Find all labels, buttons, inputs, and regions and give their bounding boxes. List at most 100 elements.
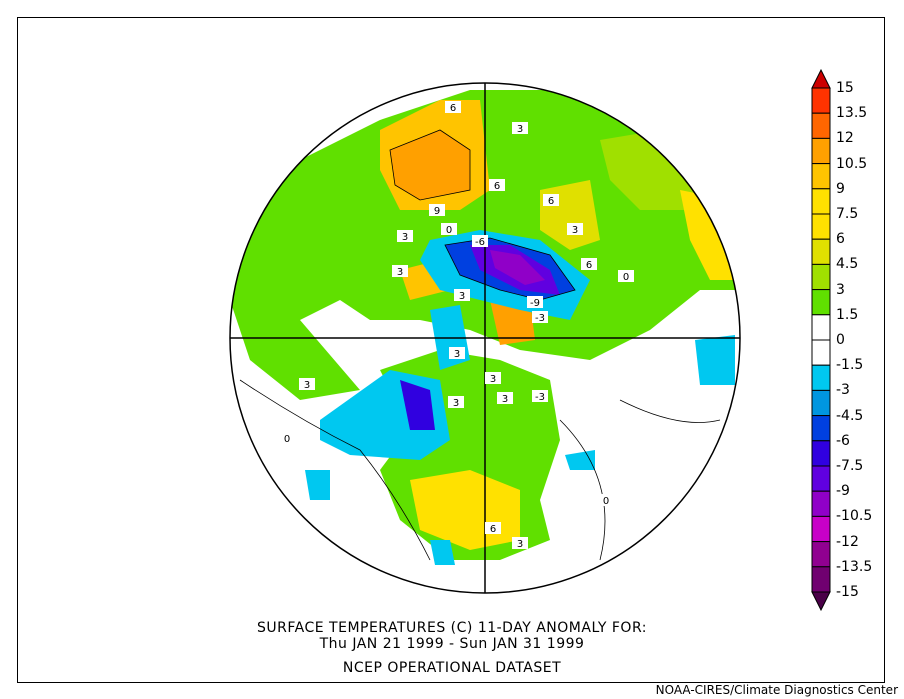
contour-label-bg <box>512 537 528 549</box>
contour-label-bg <box>429 204 445 216</box>
colorbar-label: 15 <box>836 80 854 96</box>
contour-label: 3 <box>304 380 310 391</box>
contour-label: 0 <box>603 496 609 507</box>
contour-label-bg <box>581 258 597 270</box>
colorbar-swatch <box>811 440 831 467</box>
colorbar-label: -13.5 <box>836 558 873 575</box>
contour-label: 6 <box>494 181 500 192</box>
contour-label-bg <box>449 347 465 359</box>
contour-label-bg <box>279 432 295 444</box>
contour-label-bg <box>299 378 315 390</box>
colorbar-swatch <box>811 87 831 114</box>
contour-label-bg <box>472 235 488 247</box>
colorbar-label: 0 <box>836 332 845 348</box>
colorbar-top-arrow <box>811 68 831 89</box>
colorbar-swatch <box>811 541 831 568</box>
colorbar-swatch <box>811 389 831 417</box>
colorbar-label: 3 <box>836 281 845 298</box>
contour-label-bg <box>618 270 634 282</box>
colorbar-swatch <box>811 314 831 341</box>
colorbar-swatch <box>811 465 831 492</box>
contour-label-bg <box>441 223 457 235</box>
contour-label-bg <box>532 311 548 323</box>
contour-label: 3 <box>490 374 496 385</box>
colorbar-bottom-arrow <box>811 591 831 612</box>
plot-frame <box>17 17 885 683</box>
contour-label-bg <box>485 522 501 534</box>
contour-label-bg <box>598 494 614 506</box>
contour-label-bg <box>489 179 505 191</box>
contour-label: -3 <box>535 392 545 403</box>
contour-label-bg <box>397 230 413 242</box>
contour-label: -6 <box>475 237 485 248</box>
contour-label-bg <box>485 372 501 384</box>
contour-label-bg <box>543 194 559 206</box>
colorbar-swatch <box>811 289 831 316</box>
colorbar-label: -9 <box>836 483 850 500</box>
colorbar <box>811 68 831 612</box>
contour-label: -9 <box>530 298 540 309</box>
contour-label: 0 <box>446 225 452 236</box>
contour-label: 3 <box>453 398 459 409</box>
contour-label-bg <box>527 296 543 308</box>
colorbar-label: -10.5 <box>836 508 873 525</box>
contour-label: 3 <box>572 225 578 236</box>
colorbar-swatch <box>811 213 831 240</box>
contour-label: 6 <box>450 103 456 114</box>
colorbar-swatch <box>811 364 831 391</box>
contour-label: 9 <box>434 206 440 217</box>
contour-label-bg <box>392 265 408 277</box>
contour-label: 3 <box>454 349 460 360</box>
contour-label-bg <box>567 223 583 235</box>
colorbar-swatch <box>811 188 831 215</box>
colorbar-label: -3 <box>836 382 850 399</box>
contour-label-bg <box>497 392 513 404</box>
contour-label-bg <box>532 390 548 402</box>
colorbar-label: -12 <box>836 533 859 550</box>
colorbar-swatch <box>811 566 831 593</box>
contour-label-bg <box>454 289 470 301</box>
contour-label-bg <box>445 101 461 113</box>
contour-label-bg <box>512 122 528 134</box>
colorbar-swatch <box>811 339 831 366</box>
contour-label: 3 <box>517 539 523 550</box>
title-line-2: Thu JAN 21 1999 - Sun JAN 31 1999 <box>319 636 585 652</box>
colorbar-label: 12 <box>836 130 854 147</box>
colorbar-label: 10.5 <box>836 155 868 172</box>
contour-label: 3 <box>502 394 508 405</box>
credit: NOAA-CIRES/Climate Diagnostics Center <box>655 683 898 697</box>
contour-label-bg <box>448 396 464 408</box>
contour-label: 3 <box>517 124 523 135</box>
contour-label: -3 <box>535 313 545 324</box>
contour-label: 6 <box>548 196 554 207</box>
contour-label: 6 <box>586 260 592 271</box>
contour-label: 3 <box>459 291 465 302</box>
colorbar-label: 7.5 <box>836 206 859 222</box>
contour-label: 0 <box>623 272 629 283</box>
colorbar-swatch <box>811 137 831 165</box>
colorbar-label: 9 <box>836 180 845 197</box>
colorbar-swatch <box>811 238 831 265</box>
contour-label: 6 <box>490 524 496 535</box>
contour-label: 0 <box>284 434 290 445</box>
colorbar-swatch <box>811 490 831 517</box>
colorbar-label: 13.5 <box>836 105 868 122</box>
colorbar-label: 4.5 <box>836 256 859 273</box>
contour-label: 3 <box>402 232 408 243</box>
colorbar-label: -6 <box>836 432 850 449</box>
colorbar-swatch <box>811 163 831 190</box>
contour-label: 3 <box>397 267 403 278</box>
colorbar-swatch <box>811 112 831 139</box>
title-line-3: NCEP OPERATIONAL DATASET <box>342 660 562 676</box>
colorbar-label: -4.5 <box>836 407 864 424</box>
anomaly-field <box>230 83 740 593</box>
colorbar-label: -1.5 <box>836 357 864 374</box>
colorbar-label: -7.5 <box>836 458 864 474</box>
colorbar-swatch <box>811 515 831 543</box>
colorbar-label: -15 <box>836 584 859 600</box>
title-line-1: SURFACE TEMPERATURES (C) 11-DAY ANOMALY … <box>257 620 647 636</box>
colorbar-swatch <box>811 263 831 291</box>
colorbar-label: 6 <box>836 231 845 248</box>
